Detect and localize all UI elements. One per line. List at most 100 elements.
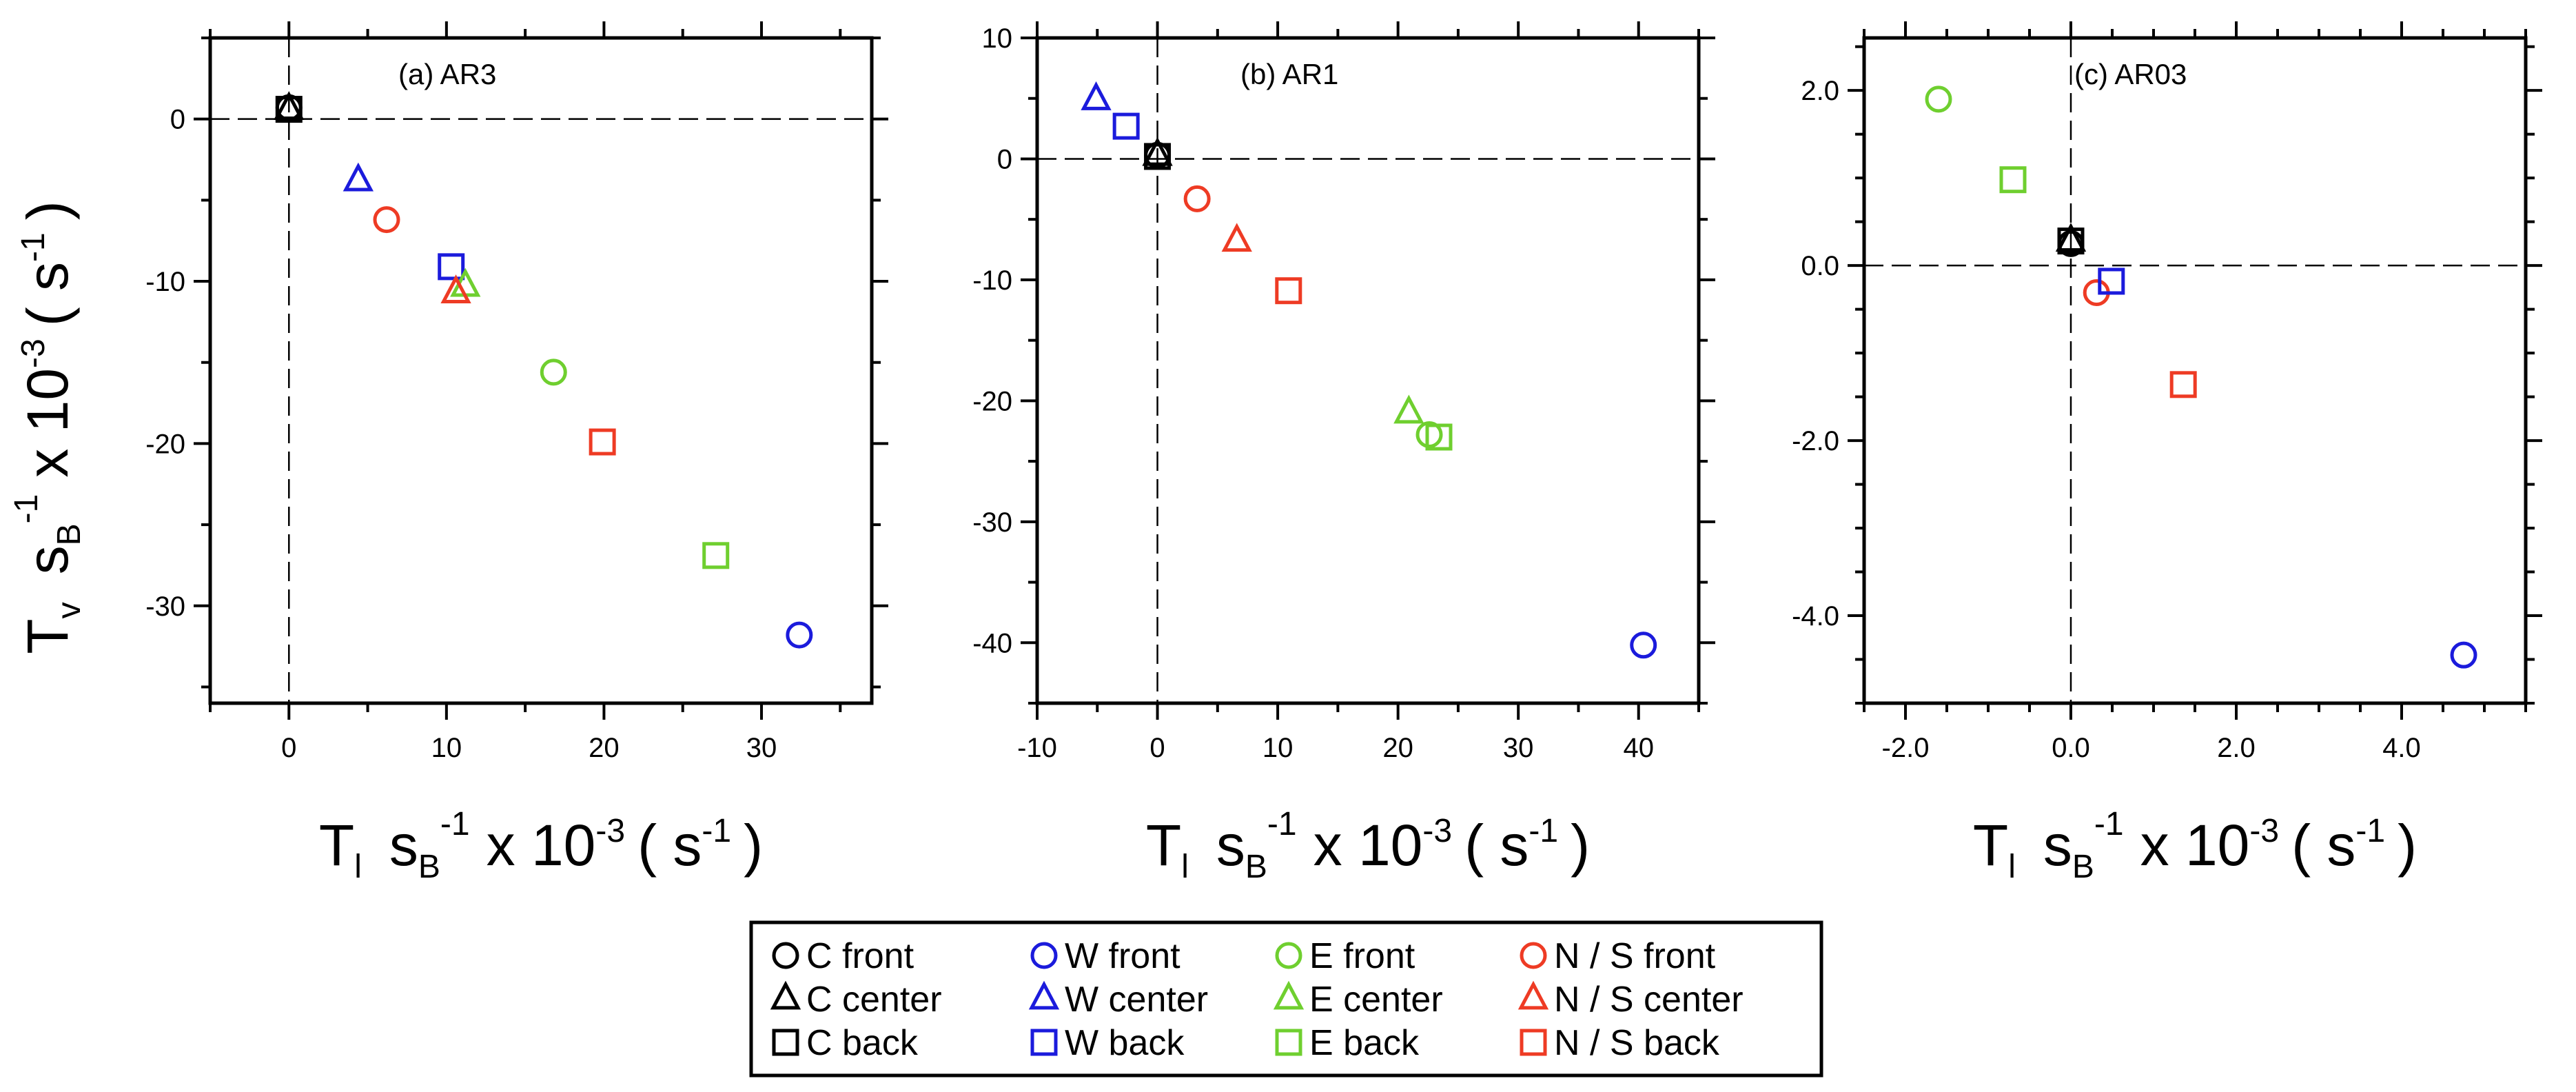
legend-marker-square-icon	[1275, 1029, 1302, 1056]
panel-a-point-n-triangle	[440, 274, 471, 303]
legend-entry: C front	[772, 936, 914, 976]
legend-marker-triangle-icon	[770, 980, 801, 1010]
y-axis-title: TvsB-1x 10-3( s-1)	[8, 201, 88, 654]
panel-b-y-tick-label: -30	[972, 507, 1012, 538]
panel-b-x-tick-label: 20	[1382, 733, 1413, 763]
panel-c-point-n-square	[2169, 371, 2197, 398]
panel-a-x-tick-label: 10	[431, 733, 462, 763]
legend-entry: E center	[1273, 980, 1443, 1020]
panel-b-y-tick-label: 10	[982, 23, 1013, 54]
legend-marker-triangle-icon	[1028, 980, 1060, 1010]
legend-entry: C back	[772, 1023, 919, 1063]
panel-b: (b) AR1 Tl sB-1 x 10-3( s-1) -10 0 10 20 30 40 1…	[972, 21, 1715, 885]
panel-a-point-e-triangle	[450, 267, 481, 297]
legend-label: W front	[1065, 936, 1180, 976]
panel-c-title: (c) AR03	[2074, 58, 2187, 90]
panel-b-point-w-triangle	[1081, 81, 1112, 110]
panel-b-x-tick-label: 30	[1503, 733, 1534, 763]
panel-b-y-tick-label: -20	[972, 386, 1012, 416]
legend: C front W front E front N / S front C center…	[749, 920, 1823, 1078]
legend-label: E front	[1309, 936, 1415, 976]
panel-c-point-e-square	[1999, 166, 2027, 194]
panel-a-y-tick-label: -30	[145, 592, 185, 622]
panel-b-x-tick-label: 40	[1623, 733, 1654, 763]
panel-a-point-e-square	[702, 542, 730, 569]
panel-a: (a) AR3 Tl sB-1 x 10-3( s-1) 0 10 20 30 0 -10 -2…	[145, 21, 888, 885]
panel-a-point-c-triangle	[274, 91, 305, 120]
legend-marker-triangle-icon	[1517, 980, 1549, 1010]
legend-marker-square-icon	[1030, 1029, 1058, 1056]
panel-a-y-tick-label: 0	[170, 105, 185, 135]
panel-c-point-w-circle	[2450, 641, 2477, 669]
legend-entry: W back	[1030, 1023, 1185, 1063]
panel-a-y-tick-label: -10	[145, 267, 185, 297]
panel-a-y-tick-label: -20	[145, 429, 185, 459]
panel-a-x-tick-label: 30	[746, 733, 777, 763]
legend-label: N / S back	[1554, 1023, 1720, 1063]
panel-b-point-e-square	[1425, 423, 1453, 451]
legend-label: W back	[1065, 1023, 1185, 1063]
panel-c-point-e-circle	[1925, 85, 1952, 113]
panel-a-point-w-square	[438, 253, 465, 281]
panel-a-point-w-circle	[786, 621, 813, 649]
panel-b-title: (b) AR1	[1240, 58, 1338, 90]
panel-b-y-tick-label: 0	[997, 144, 1012, 174]
panel-b-x-axis-title: Tl sB-1 x 10-3( s-1)	[1146, 806, 1590, 885]
legend-entry: W front	[1030, 936, 1180, 976]
legend-label: N / S front	[1554, 936, 1716, 976]
legend-label: E back	[1309, 1023, 1420, 1063]
panel-c-x-axis-title: Tl sB-1 x 10-3( s-1)	[1973, 806, 2417, 885]
panel-c-y-tick-label: -4.0	[1792, 601, 1839, 631]
panel-c-y-tick-label: 2.0	[1801, 76, 1839, 106]
panel-b-point-n-triangle	[1221, 223, 1252, 252]
panel-b-point-c-triangle	[1142, 136, 1173, 166]
legend-entry: C center	[770, 980, 942, 1020]
panel-c-y-tick-label: 0.0	[1801, 251, 1839, 281]
legend-marker-triangle-icon	[1273, 980, 1305, 1010]
legend-marker-circle-icon	[772, 942, 799, 969]
panel-b-point-e-triangle	[1393, 394, 1424, 424]
legend-entry: N / S center	[1517, 980, 1744, 1020]
legend-entry: N / S front	[1520, 936, 1716, 976]
panel-a-frame	[208, 36, 874, 705]
legend-label: C front	[806, 936, 914, 976]
panel-b-point-e-circle	[1415, 421, 1443, 448]
panel-a-point-e-circle	[540, 358, 567, 386]
panel-c-x-tick-label: 0.0	[2052, 733, 2090, 763]
panel-c-frame	[1862, 36, 2528, 705]
panel-c-point-w-square	[2098, 267, 2125, 295]
panel-c-x-tick-label: 2.0	[2217, 733, 2256, 763]
legend-label: E center	[1309, 980, 1443, 1020]
legend-entry: E front	[1275, 936, 1415, 976]
panel-a-x-tick-label: 0	[281, 733, 296, 763]
legend-marker-circle-icon	[1030, 942, 1058, 969]
panel-c: (c) AR03 Tl sB-1 x 10-3( s-1) -2.0 0.0 2.0 4.…	[1792, 21, 2542, 885]
panel-b-point-c-square	[1144, 143, 1172, 170]
panel-a-point-w-triangle	[343, 162, 374, 192]
panel-b-frame	[1035, 36, 1701, 705]
panel-a-x-tick-label: 20	[589, 733, 620, 763]
legend-label: W center	[1065, 980, 1208, 1020]
panel-c-point-c-triangle	[2055, 223, 2087, 252]
legend-label: N / S center	[1554, 980, 1744, 1020]
panel-a-point-n-circle	[373, 206, 400, 234]
panel-b-point-w-square	[1112, 112, 1140, 140]
panel-c-x-tick-label: -2.0	[1882, 733, 1930, 763]
legend-box	[749, 920, 1823, 1078]
panel-b-y-tick-label: -10	[972, 265, 1012, 296]
legend-marker-circle-icon	[1275, 942, 1302, 969]
panel-a-point-c-square	[275, 96, 303, 123]
panel-c-y-tick-label: -2.0	[1792, 426, 1839, 456]
legend-marker-square-icon	[1520, 1029, 1547, 1056]
panel-b-y-tick-label: -40	[972, 628, 1012, 658]
panel-b-x-tick-label: -10	[1017, 733, 1057, 763]
panel-b-point-n-square	[1275, 277, 1302, 305]
legend-marker-square-icon	[772, 1029, 799, 1056]
legend-label: C back	[806, 1023, 919, 1063]
legend-entry: N / S back	[1520, 1023, 1720, 1063]
legend-entry: W center	[1028, 980, 1208, 1020]
panel-a-point-n-square	[589, 428, 616, 456]
panel-b-point-w-circle	[1630, 631, 1657, 659]
panel-c-x-tick-label: 4.0	[2382, 733, 2421, 763]
